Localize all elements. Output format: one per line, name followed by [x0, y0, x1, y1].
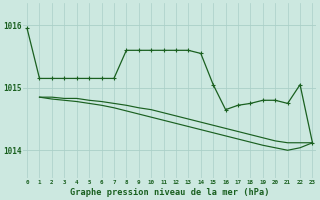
X-axis label: Graphe pression niveau de la mer (hPa): Graphe pression niveau de la mer (hPa)	[70, 188, 269, 197]
